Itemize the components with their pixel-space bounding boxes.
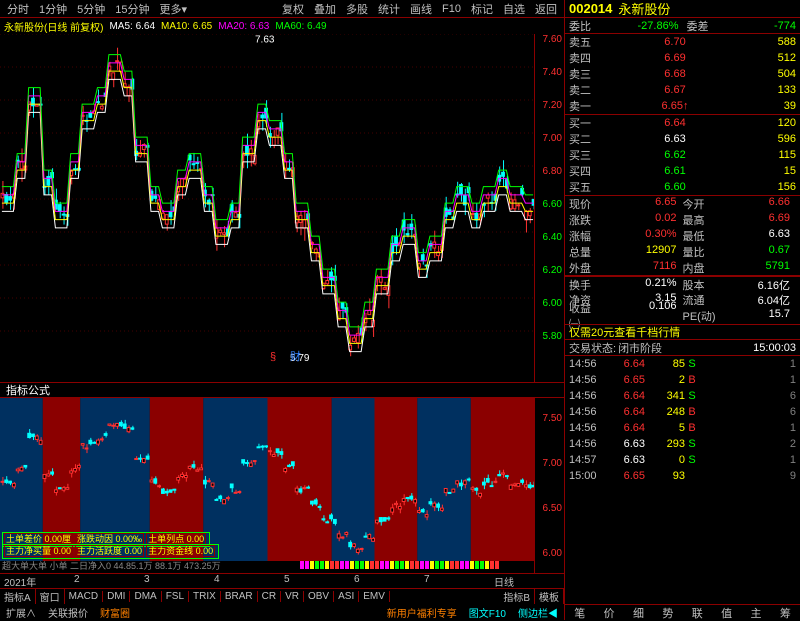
rtab-联[interactable]: 联 xyxy=(683,605,712,620)
indicator-tabs: 指标A窗口MACDDMIDMAFSLTRIXBRARCRVROBVASIEMV 指… xyxy=(0,588,564,604)
ind-窗口[interactable]: 窗口 xyxy=(36,589,65,604)
ind-DMI[interactable]: DMI xyxy=(103,591,130,602)
ind-DMA[interactable]: DMA xyxy=(130,591,161,602)
tool-标记[interactable]: 标记 xyxy=(466,1,498,17)
sub-chart[interactable]: 土单差价 0.00厘涨跌动因 0.00‰土单列点 0.00 主力净买量 0.00… xyxy=(0,398,564,573)
rtab-笔[interactable]: 笔 xyxy=(565,605,594,620)
tf-1分钟[interactable]: 1分钟 xyxy=(34,1,72,17)
ind-VR[interactable]: VR xyxy=(281,591,304,602)
tf-5分钟[interactable]: 5分钟 xyxy=(72,1,110,17)
indicator-label: 指标公式 xyxy=(0,382,564,398)
market-status: 交易状态:闭市阶段 15:00:03 xyxy=(565,340,800,356)
svg-text:7.63: 7.63 xyxy=(255,35,275,46)
ratio-row: 委比-27.86% 委差-774 xyxy=(565,18,800,34)
bottom-bar: 扩展∧关联报价财富圈新用户福利专享图文F10侧边栏◀ xyxy=(0,604,564,620)
rtab-价[interactable]: 价 xyxy=(594,605,623,620)
x-axis: 2021年234567日线 xyxy=(0,573,564,588)
rtab-势[interactable]: 势 xyxy=(653,605,682,620)
overlay-legend: 超大单大单 小单 二日净入0 44.85.1万 88.1万 473.25万 xyxy=(2,559,221,572)
ind-指标A[interactable]: 指标A xyxy=(0,589,36,604)
ma-bar: 永新股份(日线 前复权)MA5: 6.64MA10: 6.65MA20: 6.6… xyxy=(0,18,564,34)
right-tabs: 笔价细势联值主筹 xyxy=(565,604,800,620)
ind-ASI[interactable]: ASI xyxy=(334,591,359,602)
ind-指标B[interactable]: 指标B xyxy=(499,589,535,604)
ind-FSL[interactable]: FSL xyxy=(162,591,189,602)
tool-F10[interactable]: F10 xyxy=(437,3,466,15)
tool-复权[interactable]: 复权 xyxy=(277,1,309,17)
tf-更多▾[interactable]: 更多▾ xyxy=(155,1,193,17)
tool-返回[interactable]: 返回 xyxy=(530,1,562,17)
ind-CR[interactable]: CR xyxy=(258,591,281,602)
ind-EMV[interactable]: EMV xyxy=(359,591,390,602)
stock-code: 002014 xyxy=(569,1,612,16)
rtab-值[interactable]: 值 xyxy=(712,605,741,620)
stock-name: 永新股份 xyxy=(618,0,670,18)
tool-画线[interactable]: 画线 xyxy=(405,1,437,17)
main-chart[interactable]: 7.635.79§财 7.607.407.207.006.806.606.406… xyxy=(0,34,564,382)
tf-分时[interactable]: 分时 xyxy=(2,1,34,17)
tool-自选[interactable]: 自选 xyxy=(498,1,530,17)
svg-text:§: § xyxy=(270,351,276,363)
tool-统计[interactable]: 统计 xyxy=(373,1,405,17)
tool-叠加[interactable]: 叠加 xyxy=(309,1,341,17)
orderbook: 卖五6.70588卖四6.69512卖三6.68504卖二6.67133卖一6.… xyxy=(565,34,800,195)
quote-info: 现价6.65今开6.66涨跌0.02最高6.69涨幅0.30%最低6.63总量1… xyxy=(565,196,800,324)
promo[interactable]: 仅需20元查看千档行情 xyxy=(565,324,800,340)
tool-多股[interactable]: 多股 xyxy=(341,1,373,17)
rtab-细[interactable]: 细 xyxy=(624,605,653,620)
rtab-主[interactable]: 主 xyxy=(741,605,770,620)
svg-text:财: 财 xyxy=(290,349,301,363)
tf-15分钟[interactable]: 15分钟 xyxy=(110,1,154,17)
ind-模板[interactable]: 模板 xyxy=(535,589,564,604)
rtab-筹[interactable]: 筹 xyxy=(771,605,800,620)
timeframe-bar: 分时1分钟5分钟15分钟更多▾ 复权叠加多股统计画线F10标记自选返回 xyxy=(0,0,564,18)
ind-TRIX[interactable]: TRIX xyxy=(189,591,221,602)
tick-list: 14:566.6485S114:566.652B114:566.64341S61… xyxy=(565,356,800,484)
ind-BRAR[interactable]: BRAR xyxy=(221,591,258,602)
ind-OBV[interactable]: OBV xyxy=(304,591,334,602)
stock-header: 002014 永新股份 xyxy=(565,0,800,18)
ind-MACD[interactable]: MACD xyxy=(65,591,103,602)
